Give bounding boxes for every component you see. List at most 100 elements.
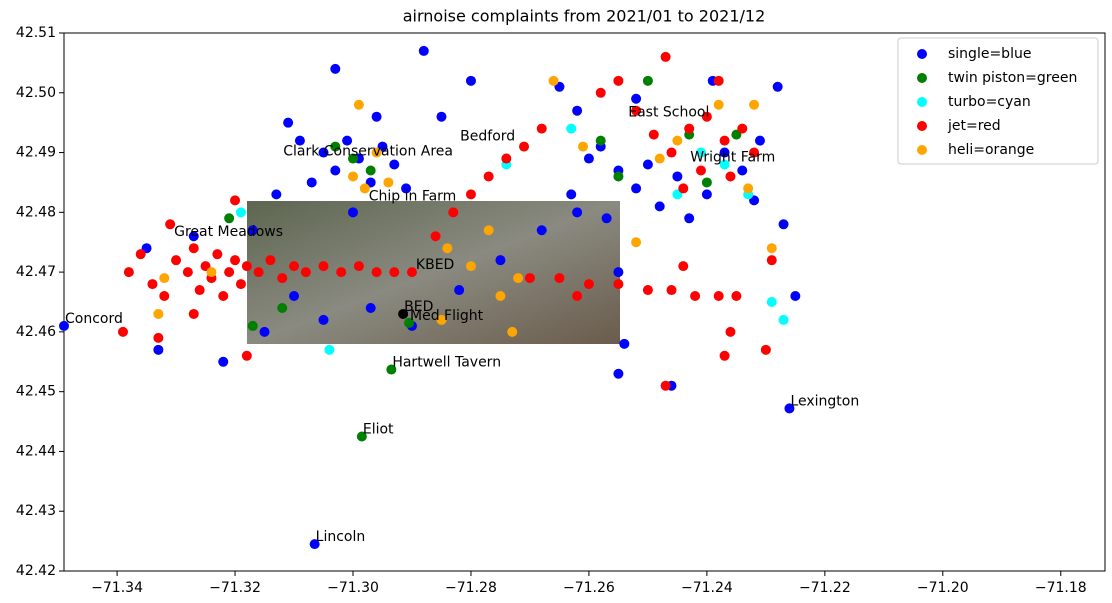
- point: [171, 255, 182, 266]
- point: [695, 165, 706, 176]
- point: [719, 159, 730, 170]
- point: [188, 243, 199, 254]
- point: [501, 153, 512, 164]
- point: [648, 129, 659, 140]
- legend-marker: [917, 73, 927, 83]
- point: [642, 75, 653, 86]
- point: [619, 338, 630, 349]
- point: [678, 183, 689, 194]
- landmark-label: KBED: [416, 257, 454, 273]
- point: [790, 291, 801, 302]
- point: [117, 326, 128, 337]
- y-tick-label: 42.45: [16, 384, 56, 400]
- point: [401, 183, 412, 194]
- point: [348, 207, 359, 218]
- point: [147, 279, 158, 290]
- point: [153, 308, 164, 319]
- point: [613, 368, 624, 379]
- point: [247, 320, 258, 331]
- point: [772, 81, 783, 92]
- point: [430, 231, 441, 242]
- point: [548, 75, 559, 86]
- y-tick-label: 42.43: [16, 503, 56, 519]
- landmark-label: Eliot: [363, 422, 394, 438]
- x-tick-label: −71.26: [563, 580, 615, 596]
- y-tick-label: 42.42: [16, 563, 56, 579]
- point: [701, 189, 712, 200]
- point: [613, 75, 624, 86]
- legend-box: [897, 37, 1099, 165]
- point: [595, 135, 606, 146]
- point: [277, 302, 288, 313]
- point: [389, 159, 400, 170]
- point: [672, 135, 683, 146]
- point: [495, 255, 506, 266]
- point: [342, 135, 353, 146]
- point: [578, 141, 589, 152]
- point: [277, 273, 288, 284]
- point: [371, 111, 382, 122]
- point: [235, 207, 246, 218]
- legend-marker: [917, 121, 927, 131]
- point: [465, 75, 476, 86]
- point: [749, 147, 760, 158]
- x-tick-label: −71.34: [91, 580, 143, 596]
- landmark-point: [386, 364, 397, 375]
- plot-frame: [63, 32, 1106, 572]
- point: [436, 111, 447, 122]
- point: [371, 147, 382, 158]
- point: [230, 195, 241, 206]
- landmark-label: Chip in Farm: [369, 188, 457, 204]
- y-tick-label: 42.49: [16, 145, 56, 161]
- landmark-label: Great Meadows: [174, 224, 283, 240]
- landmark-label: BED: [404, 299, 433, 315]
- point: [465, 261, 476, 272]
- point: [701, 177, 712, 188]
- point: [483, 225, 494, 236]
- point: [595, 87, 606, 98]
- point: [660, 380, 671, 391]
- point: [642, 159, 653, 170]
- point: [778, 219, 789, 230]
- point: [371, 267, 382, 278]
- legend-marker: [917, 49, 927, 59]
- legend-label: single=blue: [948, 46, 1031, 62]
- point: [230, 255, 241, 266]
- point: [188, 308, 199, 319]
- point: [766, 255, 777, 266]
- point: [324, 344, 335, 355]
- point: [188, 231, 199, 242]
- x-tick-label: −71.28: [445, 580, 497, 596]
- landmark-point: [59, 320, 69, 331]
- point: [507, 326, 518, 337]
- point: [631, 105, 642, 116]
- point: [359, 183, 370, 194]
- point: [247, 225, 258, 236]
- point: [672, 171, 683, 182]
- point: [353, 261, 364, 272]
- point: [766, 297, 777, 307]
- x-tick-label: −71.24: [681, 580, 733, 596]
- point: [353, 99, 364, 110]
- chart-title: airnoise complaints from 2021/01 to 2021…: [403, 7, 766, 26]
- point: [684, 123, 695, 134]
- point: [348, 153, 359, 164]
- point: [318, 147, 329, 158]
- point: [660, 51, 671, 62]
- point: [224, 213, 235, 224]
- point: [253, 267, 264, 278]
- point: [153, 344, 164, 355]
- point: [330, 63, 341, 74]
- x-tick-label: −71.22: [799, 580, 851, 596]
- point: [566, 189, 577, 200]
- point: [306, 177, 317, 188]
- landmark-point: [404, 317, 415, 328]
- legend-label: turbo=cyan: [948, 94, 1031, 110]
- legend-marker: [917, 97, 927, 107]
- point: [666, 285, 677, 296]
- legend-label: heli=orange: [948, 142, 1034, 158]
- point: [583, 279, 594, 290]
- annotations: Concord Lincoln Lexington Eliot Hartwell Tav…: [59, 105, 859, 550]
- point: [572, 207, 583, 218]
